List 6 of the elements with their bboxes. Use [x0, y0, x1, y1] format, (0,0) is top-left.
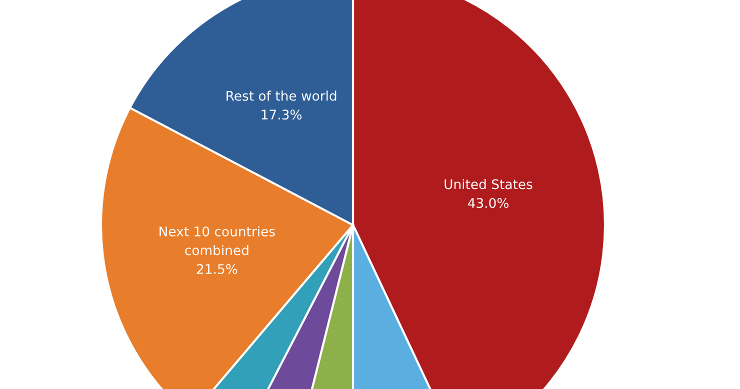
data-label: 17.3%: [262, 110, 302, 120]
data-label: 21.5%: [196, 264, 238, 274]
slice-label: Rest of the world: [226, 90, 336, 101]
slice-label: United States: [444, 178, 532, 190]
slice-label: Next 10 countries combined: [160, 226, 275, 256]
data-label: 43.0%: [468, 198, 508, 208]
